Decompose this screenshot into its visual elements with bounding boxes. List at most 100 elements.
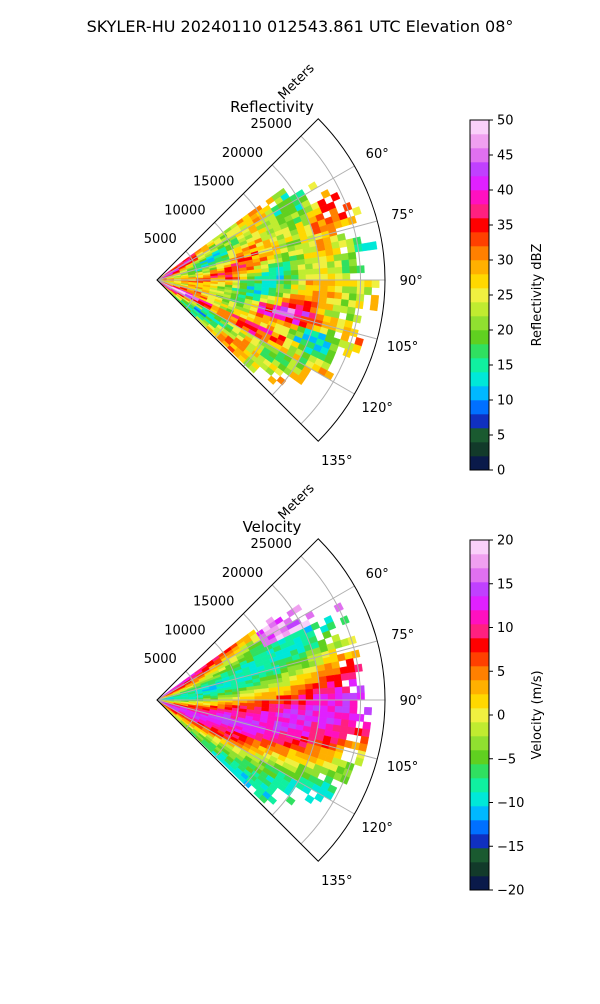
azimuth-tick-label: 120° <box>362 821 393 836</box>
radar-cell <box>321 189 331 198</box>
colorbar-swatch <box>470 232 489 246</box>
radar-cell <box>305 290 313 296</box>
radar-cell <box>350 287 358 294</box>
radar-cell <box>262 688 270 692</box>
range-tick-label: 15000 <box>193 175 234 190</box>
radar-cell <box>321 280 328 286</box>
radar-cell <box>342 687 350 694</box>
radar-cell <box>284 700 291 705</box>
radar-cell <box>348 672 356 680</box>
colorbar-tick-label: −10 <box>497 796 524 811</box>
radar-cell <box>349 259 357 266</box>
radar-cell <box>291 695 298 700</box>
radar-cell <box>321 700 328 706</box>
azimuth-tick-label: 75° <box>391 628 414 643</box>
azimuth-tick-label: 105° <box>387 760 418 775</box>
radar-cell <box>342 293 350 300</box>
colorbar-swatch <box>470 176 489 190</box>
radar-cell <box>320 706 328 712</box>
colorbar-swatch <box>470 568 489 582</box>
radar-cell <box>283 686 291 691</box>
radar-cell <box>334 292 342 299</box>
colorbar-tick-label: 5 <box>497 429 505 444</box>
radar-cell <box>297 679 305 685</box>
colorbar-tick-label: 35 <box>497 219 514 234</box>
radar-cell <box>349 294 357 301</box>
radar-cell <box>268 376 277 385</box>
radar-cell <box>328 274 335 280</box>
radar-cell <box>364 707 372 715</box>
radar-cell <box>283 261 291 266</box>
radar-cell <box>350 693 357 700</box>
radar-cell <box>362 243 370 251</box>
radar-cell <box>306 695 313 701</box>
radar-cell <box>262 268 270 272</box>
radar-cell <box>319 676 327 683</box>
colorbar-swatch <box>470 736 489 750</box>
radar-cell <box>284 284 292 289</box>
radar-cell <box>342 267 350 274</box>
colorbar-swatch <box>470 148 489 162</box>
radar-cell <box>326 675 334 682</box>
colorbar-tick-label: −20 <box>497 884 524 899</box>
colorbar-swatch <box>470 778 489 792</box>
colorbar-tick-label: 0 <box>497 464 505 479</box>
azimuth-tick-label: 105° <box>387 340 418 355</box>
radar-cell <box>305 258 313 264</box>
range-tick-label: 20000 <box>222 566 263 581</box>
radar-cell <box>341 673 349 681</box>
radar-cell <box>320 268 328 274</box>
azimuth-tick-label: 60° <box>366 567 389 582</box>
radar-cell <box>306 280 313 286</box>
radar-cell <box>306 705 314 711</box>
radar-cell <box>284 691 292 696</box>
radar-cell <box>334 299 342 306</box>
colorbar-swatch <box>470 806 489 820</box>
azimuth-tick-label: 75° <box>391 208 414 223</box>
radar-cell <box>321 694 328 700</box>
colorbar-swatch <box>470 372 489 386</box>
radar-cell <box>349 679 357 686</box>
radar-cell <box>247 700 254 703</box>
radar-cell <box>342 713 350 720</box>
radar-cell <box>233 274 241 277</box>
radar-cell <box>335 280 343 287</box>
radar-cell <box>327 681 335 688</box>
radar-cell <box>320 682 328 689</box>
range-tick-label: 5000 <box>144 232 177 247</box>
colorbar-swatch <box>470 316 489 330</box>
colorbar-tick-label: 40 <box>497 184 514 199</box>
radar-cell <box>363 722 371 730</box>
colorbar-swatch <box>470 750 489 764</box>
radar-cell <box>283 681 291 686</box>
radar-cell <box>335 694 343 701</box>
radar-cell <box>283 266 291 271</box>
radar-cell <box>331 192 341 201</box>
radar-cell <box>284 695 291 700</box>
radar-cell <box>262 280 269 284</box>
radar-cell <box>335 700 343 707</box>
radar-cell <box>306 269 314 275</box>
colorbar-swatch <box>470 652 489 666</box>
radar-cell <box>284 280 291 285</box>
radar-cell <box>328 700 335 706</box>
radar-cell <box>326 255 334 262</box>
radar-cell <box>318 250 326 257</box>
radar-cell <box>334 254 342 261</box>
radar-cell <box>334 719 342 726</box>
colorbar-label: Velocity (m/s) <box>530 670 545 759</box>
radar-cell <box>305 710 313 716</box>
radar-cell <box>334 261 342 268</box>
radar-cell <box>262 696 269 700</box>
colorbar-swatch <box>470 260 489 274</box>
radar-cell <box>305 264 313 270</box>
radar-cell <box>371 295 379 303</box>
radar-cell <box>342 707 350 714</box>
radar-cell <box>277 276 284 280</box>
radar-cell <box>269 704 277 708</box>
radar-cell <box>334 681 342 688</box>
colorbar-swatch <box>470 442 489 456</box>
